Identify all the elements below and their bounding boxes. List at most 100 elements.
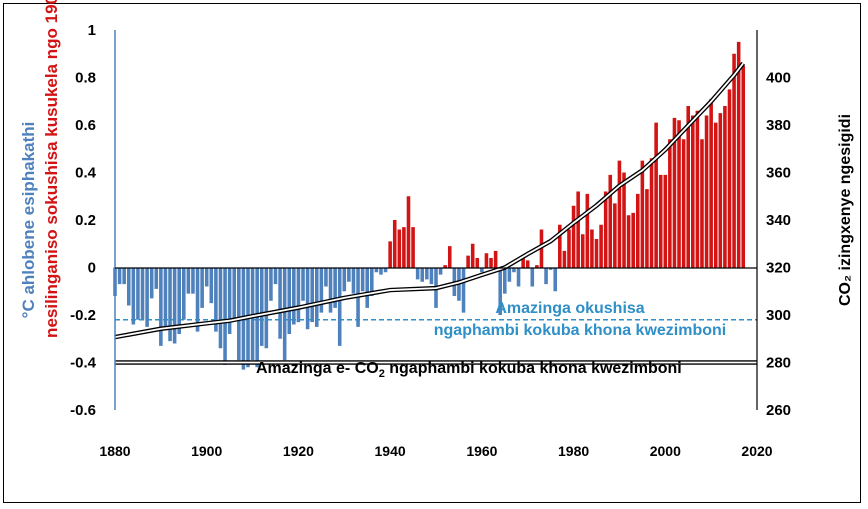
chart-frame <box>3 3 861 503</box>
bar-2001 <box>668 139 672 268</box>
bar-1993 <box>631 212 635 268</box>
bar-1994 <box>635 193 640 268</box>
co2-baseline-label: Amazinga e- CO2 ngaphambi kokuba khona k… <box>256 360 682 380</box>
x-tick-label: 1940 <box>375 443 406 459</box>
bar-1918 <box>287 267 292 334</box>
bar-1943 <box>402 227 406 268</box>
bar-1947 <box>420 267 425 282</box>
temp-baseline-label-line2: ngaphambi kokuba khona kwezimboni <box>434 322 726 339</box>
left-tick-label: 0.2 <box>75 212 96 229</box>
right-tick-label: 320 <box>766 260 791 277</box>
bar-1931 <box>347 267 351 282</box>
bar-1913 <box>264 267 269 349</box>
left-tick-label: 0.4 <box>75 165 97 182</box>
bar-1989 <box>613 203 617 268</box>
bar-1914 <box>269 267 273 301</box>
bar-1959 <box>475 258 480 268</box>
bar-1986 <box>599 224 603 268</box>
bar-2009 <box>704 115 709 268</box>
bar-1895 <box>182 267 186 320</box>
bar-1945 <box>411 227 415 268</box>
bar-1926 <box>324 267 328 287</box>
bar-1979 <box>567 229 571 268</box>
bar-1970 <box>525 260 530 268</box>
bar-1881 <box>117 267 122 285</box>
x-tick-labels: 1880 1900 1920 1940 1960 1980 2000 2020 <box>99 443 772 459</box>
bar-1890 <box>159 267 163 346</box>
bar-2005 <box>686 106 691 268</box>
bar-1995 <box>640 160 645 268</box>
bar-1981 <box>576 191 580 268</box>
bar-1937 <box>374 267 379 273</box>
bar-2002 <box>672 117 677 268</box>
left-tick-label: -0.6 <box>70 402 96 419</box>
bar-1984 <box>590 229 594 268</box>
bar-1920 <box>296 267 301 323</box>
bar-1919 <box>292 267 296 325</box>
bar-1886 <box>140 267 145 320</box>
bar-1939 <box>383 267 388 273</box>
bar-1905 <box>227 267 232 334</box>
bar-1977 <box>558 224 562 268</box>
co2-line-outline <box>114 61 746 340</box>
bar-1992 <box>626 215 631 268</box>
left-tick-label: 0.8 <box>75 70 96 87</box>
bar-1935 <box>365 267 370 308</box>
bar-1903 <box>218 267 223 349</box>
x-tick-label: 1880 <box>99 443 130 459</box>
left-tick-labels: -0.6 -0.4 -0.2 0 0.2 0.4 0.6 0.8 1 <box>70 22 97 419</box>
bar-1915 <box>273 267 278 285</box>
bar-1910 <box>250 267 255 361</box>
bar-1896 <box>186 267 191 294</box>
left-tick-label: -0.2 <box>70 307 96 324</box>
left-axis-title-blue: °C ahlobene esiphakathi <box>19 122 38 319</box>
x-tick-label: 2000 <box>650 443 681 459</box>
x-tick-label: 2020 <box>741 443 772 459</box>
bar-2000 <box>663 174 668 268</box>
bar-1928 <box>333 267 337 308</box>
bar-1953 <box>447 246 452 268</box>
x-tick-label: 1900 <box>191 443 222 459</box>
bar-2012 <box>718 113 723 268</box>
bar-1969 <box>521 255 525 268</box>
bar-1930 <box>342 267 347 292</box>
bar-1985 <box>594 239 599 268</box>
bar-1927 <box>328 267 333 313</box>
bar-1967 <box>512 267 516 273</box>
bar-2013 <box>723 106 727 268</box>
right-tick-label: 300 <box>766 307 791 324</box>
bar-1961 <box>484 253 489 268</box>
bar-1949 <box>429 267 434 285</box>
bar-1917 <box>282 267 287 361</box>
bar-1932 <box>351 267 356 294</box>
bar-1966 <box>507 267 512 282</box>
bar-1891 <box>163 267 168 327</box>
bar-1883 <box>126 267 131 306</box>
bar-2004 <box>681 139 686 268</box>
bar-2015 <box>732 53 736 268</box>
bar-2010 <box>709 98 713 268</box>
bar-1887 <box>145 267 149 327</box>
bar-1936 <box>370 267 374 296</box>
bar-1965 <box>503 267 507 294</box>
bar-2011 <box>713 122 718 268</box>
bar-1938 <box>379 267 383 275</box>
bar-1900 <box>204 267 209 287</box>
bar-1972 <box>535 265 539 268</box>
bar-1971 <box>530 267 535 287</box>
bar-2008 <box>700 139 704 268</box>
bar-1902 <box>214 267 218 332</box>
right-tick-label: 380 <box>766 117 791 134</box>
bar-1997 <box>649 158 654 268</box>
bar-1976 <box>553 267 558 292</box>
bar-1888 <box>149 267 154 299</box>
bar-1921 <box>301 267 305 301</box>
bar-1898 <box>195 267 200 332</box>
right-tick-label: 400 <box>766 70 791 87</box>
bar-1990 <box>617 160 622 268</box>
bar-1951 <box>438 267 443 275</box>
bar-1885 <box>136 267 140 320</box>
bar-1991 <box>622 172 626 268</box>
bar-1999 <box>658 174 663 268</box>
